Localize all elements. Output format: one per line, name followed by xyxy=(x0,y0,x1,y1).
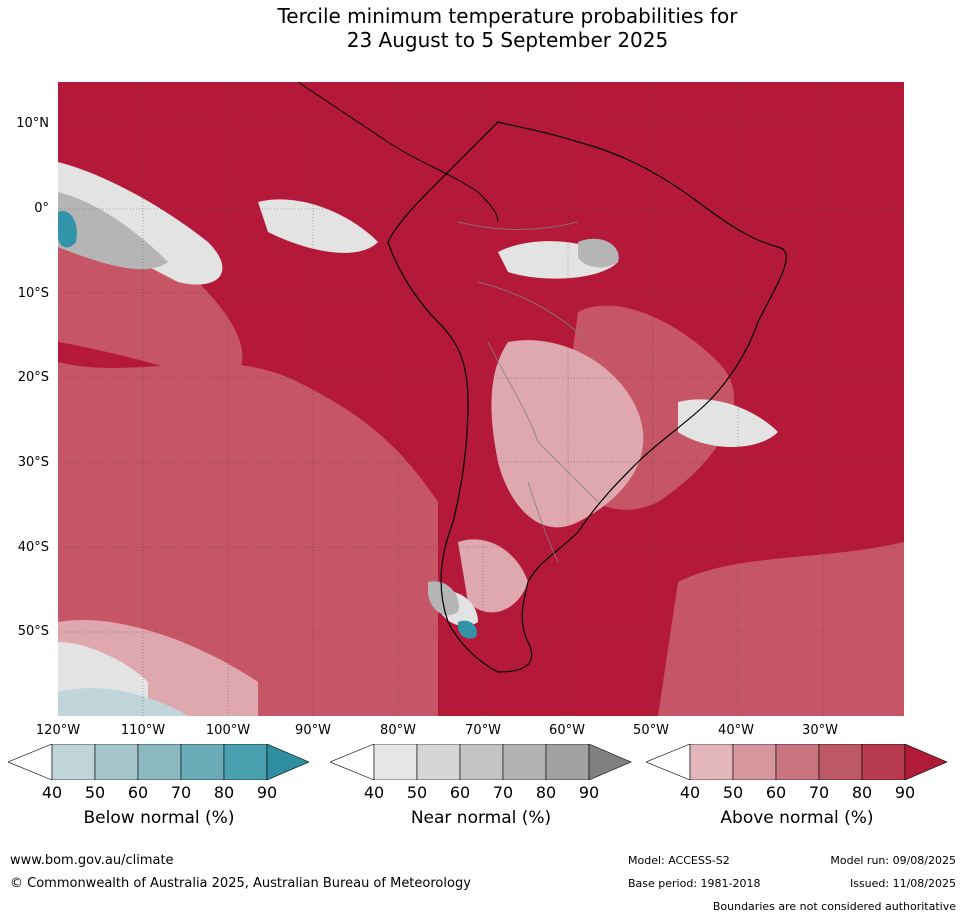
cbar-near-seg-6 xyxy=(588,744,632,780)
colorbar-below-normal xyxy=(8,744,310,780)
cbar-near-seg-0 xyxy=(330,744,375,780)
cbar-below-seg-4 xyxy=(180,744,225,780)
colorbar-above-normal xyxy=(646,744,948,780)
lat-label-30s: 30°S xyxy=(17,455,49,470)
cbar-above-tick: 50 xyxy=(722,783,744,802)
footer-url-link[interactable]: www.bom.gov.au/climate xyxy=(10,853,174,868)
footer-copyright: © Commonwealth of Australia 2025, Austra… xyxy=(10,876,471,891)
graticule xyxy=(58,82,904,716)
cbar-above-seg-4 xyxy=(818,744,863,780)
lon-label-40w: 40°W xyxy=(718,723,754,738)
title-line-2: 23 August to 5 September 2025 xyxy=(346,28,669,52)
cbar-below-seg-5 xyxy=(223,744,268,780)
cbar-above-seg-0 xyxy=(646,744,691,780)
lat-label-10s: 10°S xyxy=(17,286,49,301)
central-america-coastline xyxy=(297,82,499,223)
cbar-below-tick: 60 xyxy=(127,783,149,802)
lon-label-120w: 120°W xyxy=(35,723,81,738)
cbar-below-tick: 40 xyxy=(41,783,63,802)
footer-model-run: Model run: 09/08/2025 xyxy=(830,854,956,867)
cbar-near-tick: 50 xyxy=(406,783,428,802)
cbar-below-tick: 50 xyxy=(84,783,106,802)
lon-label-60w: 60°W xyxy=(549,723,585,738)
cbar-below-tick: 80 xyxy=(213,783,235,802)
lon-label-70w: 70°W xyxy=(465,723,501,738)
lat-label-20s: 20°S xyxy=(17,370,49,385)
lon-label-50w: 50°W xyxy=(633,723,669,738)
cbar-near-seg-5 xyxy=(545,744,590,780)
cbar-near-tick: 80 xyxy=(535,783,557,802)
colorbar-above-label: Above normal (%) xyxy=(720,808,874,828)
cbar-below-seg-2 xyxy=(94,744,139,780)
footer-base-period: Base period: 1981-2018 xyxy=(628,877,761,890)
cbar-below-seg-1 xyxy=(51,744,96,780)
cbar-above-tick: 80 xyxy=(851,783,873,802)
south-america-coastline xyxy=(387,121,787,673)
cbar-below-seg-6 xyxy=(266,744,310,780)
cbar-near-seg-4 xyxy=(502,744,547,780)
cbar-above-seg-3 xyxy=(775,744,820,780)
colorbar-near-normal xyxy=(330,744,632,780)
cbar-above-tick: 70 xyxy=(808,783,830,802)
near-normal-mid-areas xyxy=(58,192,619,616)
chart-title: Tercile minimum temperature probabilitie… xyxy=(0,4,965,52)
cbar-below-seg-3 xyxy=(137,744,182,780)
cbar-near-seg-1 xyxy=(373,744,418,780)
lat-label-50s: 50°S xyxy=(17,624,49,639)
cbar-above-tick: 60 xyxy=(765,783,787,802)
cbar-below-tick: 90 xyxy=(256,783,278,802)
title-line-1: Tercile minimum temperature probabilitie… xyxy=(277,4,738,28)
lon-label-30w: 30°W xyxy=(802,723,838,738)
cbar-near-tick: 90 xyxy=(578,783,600,802)
lat-label-40s: 40°S xyxy=(17,540,49,555)
map-canvas xyxy=(58,82,904,716)
lat-label-0: 0° xyxy=(34,201,49,216)
cbar-near-tick: 60 xyxy=(449,783,471,802)
probability-map[interactable] xyxy=(58,82,904,716)
lat-label-10n: 10°N xyxy=(16,116,49,131)
footer-model: Model: ACCESS-S2 xyxy=(628,854,730,867)
footer-issued: Issued: 11/08/2025 xyxy=(849,877,956,890)
lon-label-100w: 100°W xyxy=(205,723,251,738)
cbar-below-tick: 70 xyxy=(170,783,192,802)
cbar-above-tick: 40 xyxy=(679,783,701,802)
cbar-above-tick: 90 xyxy=(894,783,916,802)
lon-label-80w: 80°W xyxy=(380,723,416,738)
country-borders xyxy=(457,221,599,563)
cbar-near-tick: 40 xyxy=(363,783,385,802)
below-normal-light-areas xyxy=(58,688,188,716)
cbar-below-seg-0 xyxy=(8,744,53,780)
cbar-above-seg-1 xyxy=(689,744,734,780)
footer-disclaimer: Boundaries are not considered authoritat… xyxy=(712,900,956,913)
cbar-near-seg-3 xyxy=(459,744,504,780)
below-normal-areas xyxy=(58,211,477,639)
colorbar-near-label: Near normal (%) xyxy=(410,808,552,828)
cbar-above-seg-2 xyxy=(732,744,777,780)
cbar-above-seg-6 xyxy=(904,744,948,780)
cbar-near-seg-2 xyxy=(416,744,461,780)
lon-label-110w: 110°W xyxy=(120,723,166,738)
colorbar-below-label: Below normal (%) xyxy=(83,808,235,828)
cbar-above-seg-5 xyxy=(861,744,906,780)
cbar-near-tick: 70 xyxy=(492,783,514,802)
lon-label-90w: 90°W xyxy=(295,723,331,738)
